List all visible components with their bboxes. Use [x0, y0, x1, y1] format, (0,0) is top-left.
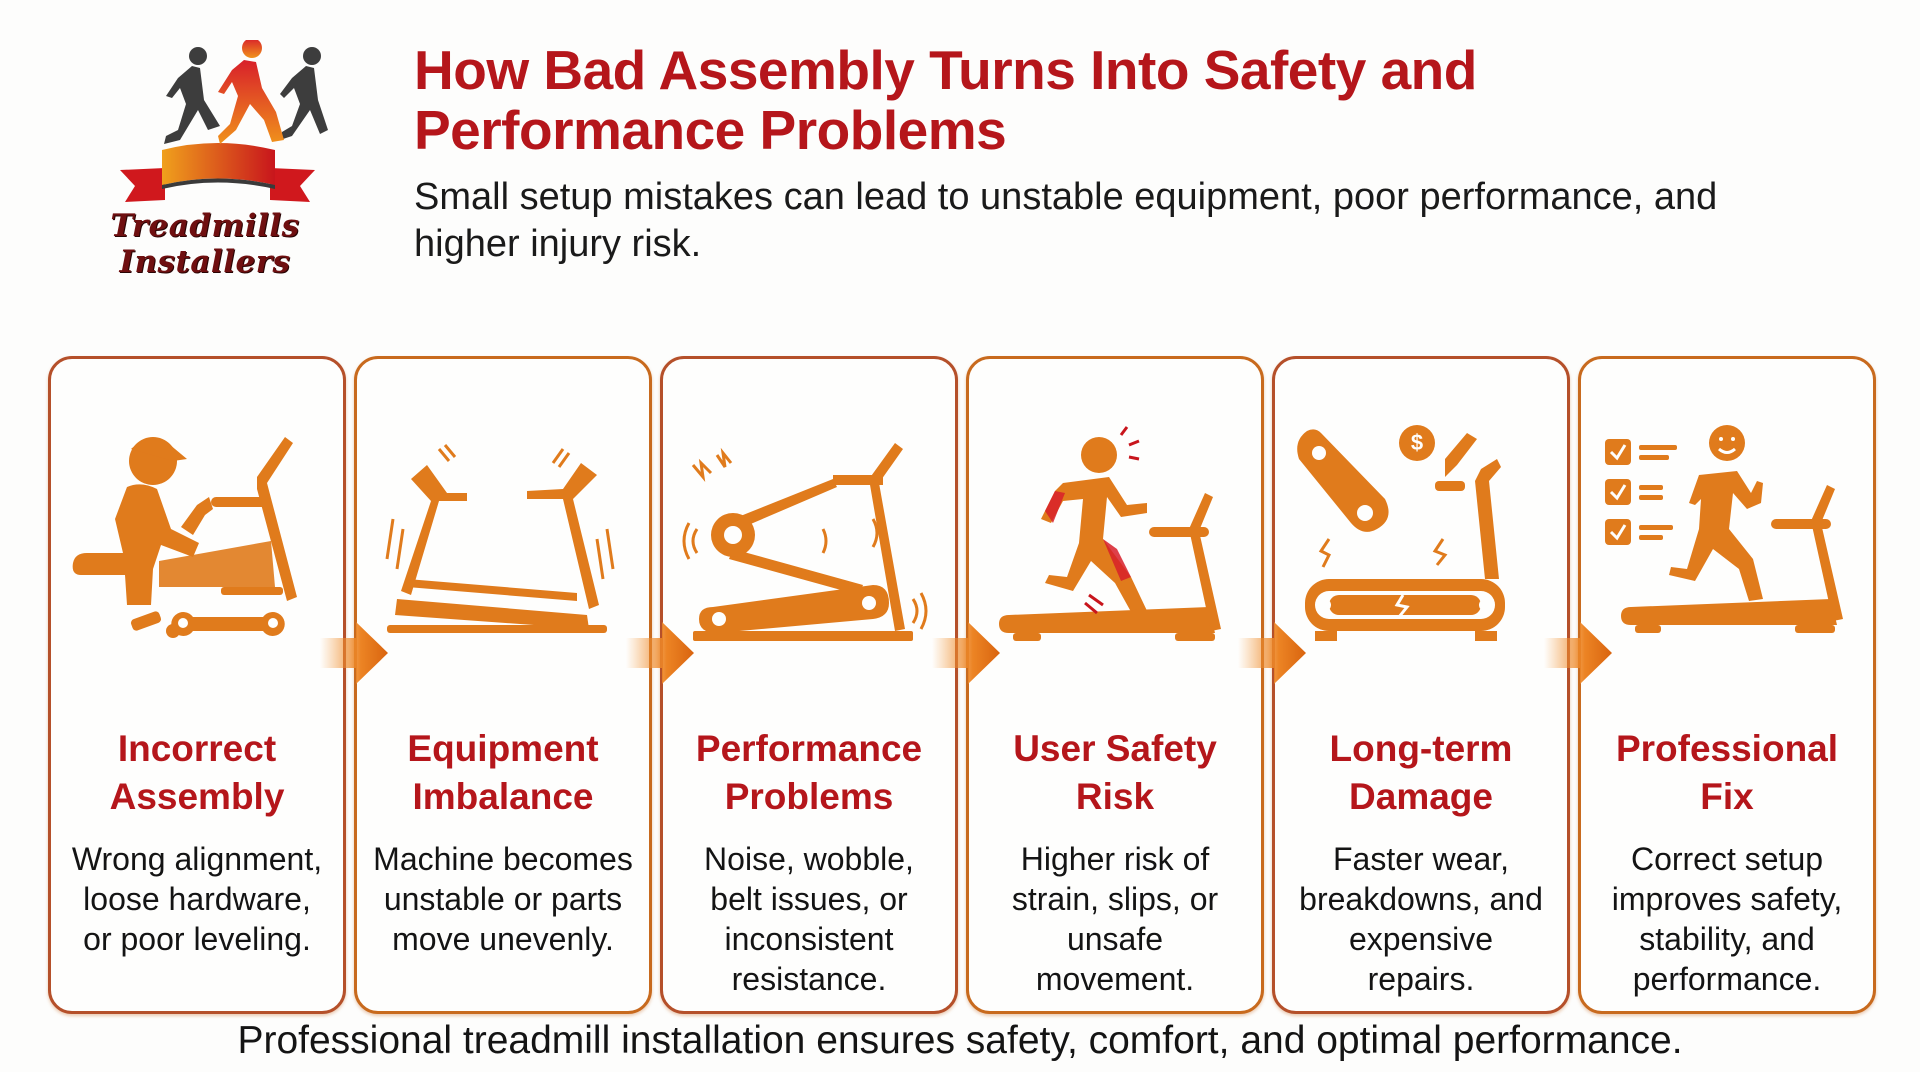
- step-description: Correct setup improves safety, stability…: [1581, 839, 1873, 999]
- arrow-right-icon: [1238, 622, 1306, 684]
- desc-line: Higher risk of: [1020, 841, 1210, 877]
- step-card-performance-problems: Performance Problems Noise, wobble, belt…: [660, 356, 958, 1014]
- desc-line: Correct setup: [1630, 841, 1824, 877]
- step-description: Machine becomes unstable or parts move u…: [357, 839, 649, 959]
- desc-line: movement.: [1035, 961, 1195, 997]
- brand-name: Treadmills Installers: [110, 208, 300, 280]
- title-line-2: Performance Problems: [414, 99, 1007, 161]
- arrow-right-icon: [320, 622, 388, 684]
- step-title-line: Incorrect: [117, 728, 277, 769]
- step-title-line: Equipment: [407, 728, 599, 769]
- technician-repair-icon: [72, 437, 297, 638]
- broken-treadmill-icon: $: [1297, 425, 1505, 641]
- step-title: User Safety Risk: [969, 725, 1261, 821]
- desc-line: expensive: [1348, 921, 1494, 957]
- step-title: Performance Problems: [663, 725, 955, 821]
- step-title-line: Fix: [1700, 776, 1754, 817]
- arrow-right-icon: [932, 622, 1000, 684]
- noisy-belt-icon: [682, 443, 928, 641]
- step-title-line: Problems: [724, 776, 894, 817]
- step-title: Incorrect Assembly: [51, 725, 343, 821]
- step-title: Long-term Damage: [1275, 725, 1567, 821]
- step-title-line: Damage: [1349, 776, 1493, 817]
- page-title: How Bad Assembly Turns Into Safety and P…: [414, 40, 1814, 160]
- footer-tagline: Professional treadmill installation ensu…: [237, 1019, 1683, 1062]
- step-description: Faster wear, breakdowns, and expensive r…: [1275, 839, 1567, 999]
- desc-line: Faster wear,: [1332, 841, 1510, 877]
- desc-line: strain, slips, or: [1011, 881, 1219, 917]
- arrow-right-icon: [626, 622, 694, 684]
- step-description: Wrong alignment, loose hardware, or poor…: [51, 839, 343, 959]
- desc-line: performance.: [1632, 961, 1822, 997]
- injured-runner-icon: [999, 426, 1221, 641]
- desc-line: improves safety,: [1611, 881, 1843, 917]
- step-title-line: Imbalance: [412, 776, 594, 817]
- arrow-right-icon: [1544, 622, 1612, 684]
- happy-runner-checklist-icon: [1605, 425, 1843, 633]
- desc-line: move unevenly.: [392, 921, 614, 957]
- step-title-line: Performance: [695, 728, 923, 769]
- step-title-line: Risk: [1075, 776, 1155, 817]
- header: How Bad Assembly Turns Into Safety and P…: [414, 40, 1814, 268]
- desc-line: inconsistent: [724, 921, 894, 957]
- brand-logo: Treadmills Installers: [30, 40, 380, 280]
- desc-line: unstable or parts: [383, 881, 623, 917]
- desc-line: belt issues, or: [710, 881, 908, 917]
- desc-line: Noise, wobble,: [704, 841, 914, 877]
- wobbly-treadmill-icon: [385, 444, 615, 633]
- desc-line: resistance.: [731, 961, 887, 997]
- title-line-1: How Bad Assembly Turns Into Safety and: [414, 39, 1477, 101]
- desc-line: repairs.: [1367, 961, 1475, 997]
- step-card-long-term-damage: $ Long-term Damage Faster wear, breakdow…: [1272, 356, 1570, 1014]
- page-subtitle: Small setup mistakes can lead to unstabl…: [414, 176, 1718, 265]
- desc-line: stability, and: [1639, 921, 1815, 957]
- step-card-user-safety-risk: User Safety Risk Higher risk of strain, …: [966, 356, 1264, 1014]
- step-title-line: Assembly: [109, 776, 285, 817]
- step-card-professional-fix: Professional Fix Correct setup improves …: [1578, 356, 1876, 1014]
- desc-line: Wrong alignment,: [71, 841, 323, 877]
- step-title-line: Long-term: [1329, 728, 1513, 769]
- step-title-line: User Safety: [1013, 728, 1217, 769]
- desc-line: or poor leveling.: [83, 921, 311, 957]
- step-title: Equipment Imbalance: [357, 725, 649, 821]
- step-description: Higher risk of strain, slips, or unsafe …: [969, 839, 1261, 999]
- step-title-line: Professional: [1615, 728, 1839, 769]
- process-flow: Incorrect Assembly Wrong alignment, loos…: [48, 356, 1876, 1014]
- step-description: Noise, wobble, belt issues, or inconsist…: [663, 839, 955, 999]
- step-card-equipment-imbalance: Equipment Imbalance Machine becomes unst…: [354, 356, 652, 1014]
- step-title: Professional Fix: [1581, 725, 1873, 821]
- desc-line: Machine becomes: [373, 841, 633, 877]
- runners-logo-icon: [120, 40, 328, 202]
- step-card-incorrect-assembly: Incorrect Assembly Wrong alignment, loos…: [48, 356, 346, 1014]
- desc-line: unsafe: [1066, 921, 1164, 957]
- desc-line: breakdowns, and: [1299, 881, 1543, 917]
- svg-text:$: $: [1411, 430, 1423, 455]
- desc-line: loose hardware,: [83, 881, 311, 917]
